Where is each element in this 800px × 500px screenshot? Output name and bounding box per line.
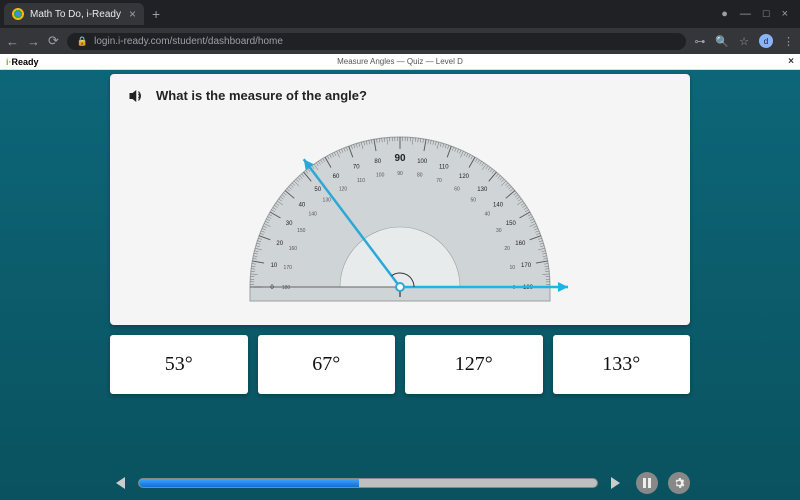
question-text: What is the measure of the angle?: [156, 88, 367, 103]
tab-favicon: [12, 8, 24, 20]
settings-button[interactable]: [668, 472, 690, 494]
svg-text:60: 60: [454, 186, 460, 192]
svg-text:50: 50: [314, 187, 321, 193]
svg-text:160: 160: [289, 246, 298, 252]
brand-logo: i·Ready: [6, 57, 39, 67]
lesson-title: Measure Angles — Quiz — Level D: [337, 57, 463, 66]
chrome-dot-icon: ●: [721, 8, 728, 20]
url-text: login.i-ready.com/student/dashboard/home: [94, 36, 283, 47]
answer-option-2[interactable]: 67°: [258, 335, 396, 394]
protractor: 0102030405060708090100110120130140150160…: [128, 111, 672, 311]
star-icon[interactable]: ☆: [739, 35, 749, 48]
svg-text:170: 170: [284, 265, 293, 271]
back-button[interactable]: ←: [6, 34, 19, 49]
tab-bar: Math To Do, i-Ready × + ● — □ ×: [0, 0, 800, 28]
svg-text:80: 80: [374, 159, 381, 165]
svg-text:80: 80: [417, 173, 423, 179]
progress-fill: [139, 479, 359, 487]
svg-text:110: 110: [439, 165, 449, 171]
answer-option-3[interactable]: 127°: [405, 335, 543, 394]
question-card: What is the measure of the angle? 010203…: [110, 74, 690, 325]
tab-title: Math To Do, i-Ready: [30, 9, 121, 20]
next-button[interactable]: [608, 474, 626, 492]
new-tab-button[interactable]: +: [152, 6, 160, 22]
player-bar: [110, 472, 690, 494]
svg-text:70: 70: [436, 178, 442, 184]
key-icon[interactable]: ⊶: [694, 35, 705, 48]
forward-button[interactable]: →: [27, 34, 40, 49]
stage: What is the measure of the angle? 010203…: [0, 70, 800, 500]
minimize-button[interactable]: —: [740, 8, 751, 20]
pause-button[interactable]: [636, 472, 658, 494]
prev-button[interactable]: [110, 474, 128, 492]
svg-text:120: 120: [339, 186, 348, 192]
svg-text:30: 30: [286, 221, 293, 227]
maximize-button[interactable]: □: [763, 8, 770, 20]
svg-text:120: 120: [459, 174, 470, 180]
lock-icon: 🔒: [77, 36, 88, 47]
svg-text:160: 160: [515, 241, 526, 247]
speaker-icon[interactable]: [128, 89, 146, 103]
close-window-button[interactable]: ×: [782, 8, 788, 20]
tab-close-icon[interactable]: ×: [129, 7, 136, 21]
browser-tab[interactable]: Math To Do, i-Ready ×: [4, 3, 144, 25]
svg-text:140: 140: [493, 203, 504, 209]
svg-text:30: 30: [496, 228, 502, 234]
svg-text:140: 140: [308, 212, 317, 218]
svg-text:60: 60: [333, 174, 340, 180]
svg-text:90: 90: [394, 153, 406, 164]
svg-text:70: 70: [353, 165, 360, 171]
profile-avatar[interactable]: d: [759, 34, 773, 48]
svg-text:40: 40: [299, 203, 306, 209]
svg-text:20: 20: [504, 246, 510, 252]
svg-text:150: 150: [297, 228, 306, 234]
svg-text:130: 130: [323, 198, 332, 204]
app-header: i·Ready Measure Angles — Quiz — Level D …: [0, 54, 800, 70]
svg-text:90: 90: [397, 171, 403, 177]
answer-row: 53° 67° 127° 133°: [110, 335, 690, 394]
window-controls: ● — □ ×: [721, 8, 796, 20]
svg-text:150: 150: [506, 221, 517, 227]
progress-bar[interactable]: [138, 478, 598, 488]
svg-text:130: 130: [477, 187, 488, 193]
svg-text:20: 20: [276, 241, 283, 247]
svg-text:100: 100: [417, 159, 428, 165]
svg-text:100: 100: [376, 173, 385, 179]
reload-button[interactable]: ⟳: [48, 33, 59, 49]
answer-option-4[interactable]: 133°: [553, 335, 691, 394]
svg-text:170: 170: [521, 263, 532, 269]
svg-text:10: 10: [271, 263, 278, 269]
lesson-close-button[interactable]: ×: [788, 56, 794, 67]
url-bar[interactable]: 🔒 login.i-ready.com/student/dashboard/ho…: [67, 33, 687, 50]
svg-text:40: 40: [485, 212, 491, 218]
svg-text:110: 110: [357, 178, 365, 184]
svg-text:50: 50: [470, 198, 476, 204]
search-icon[interactable]: 🔍: [715, 35, 729, 48]
answer-option-1[interactable]: 53°: [110, 335, 248, 394]
svg-text:180: 180: [282, 285, 291, 291]
address-bar: ← → ⟳ 🔒 login.i-ready.com/student/dashbo…: [0, 28, 800, 54]
menu-icon[interactable]: ⋮: [783, 35, 794, 48]
svg-text:10: 10: [509, 265, 515, 271]
